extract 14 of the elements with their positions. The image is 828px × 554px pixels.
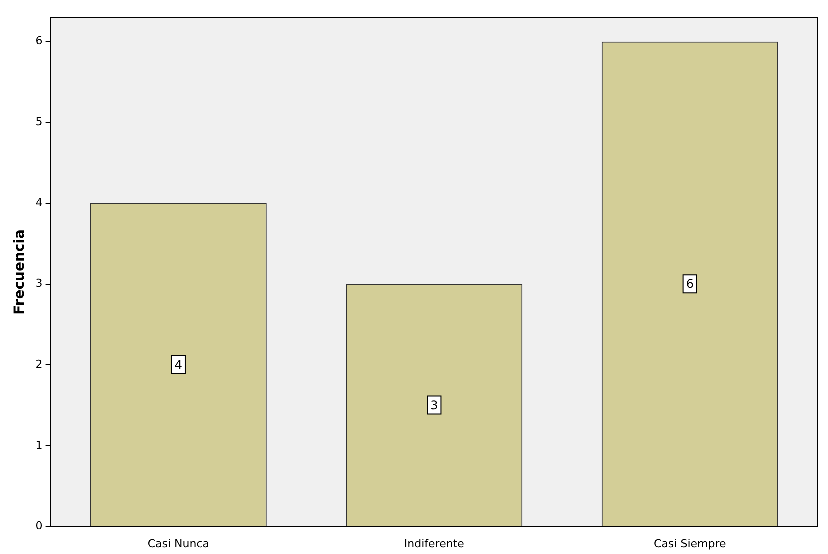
y-tick-label: 5 <box>36 116 43 129</box>
data-label: 6 <box>686 277 694 292</box>
y-tick-label: 6 <box>36 34 43 48</box>
y-tick-label: 2 <box>36 358 43 372</box>
x-tick-label: Casi Siempre <box>654 537 726 550</box>
data-label: 3 <box>430 398 438 412</box>
x-tick-label: Indiferente <box>404 537 465 550</box>
x-tick-label: Casi Nunca <box>148 537 210 550</box>
y-tick-label: 0 <box>36 520 43 533</box>
data-label: 4 <box>174 358 182 372</box>
y-tick-label: 3 <box>36 277 43 290</box>
y-axis-title: Frecuencia <box>12 230 28 315</box>
y-tick-label: 1 <box>36 438 43 452</box>
y-tick-label: 4 <box>36 196 43 210</box>
